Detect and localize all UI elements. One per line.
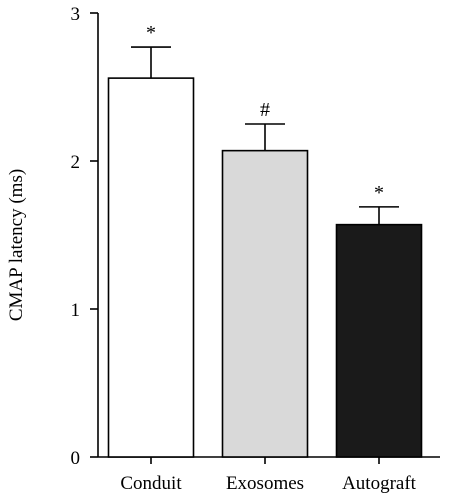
y-tick-label: 3 <box>71 4 81 25</box>
significance-marker: # <box>260 99 270 121</box>
x-tick-label: Conduit <box>120 473 182 494</box>
y-axis-title: CMAP latency (ms) <box>6 169 27 321</box>
y-tick-label: 2 <box>71 152 81 173</box>
bar-exosomes <box>221 149 309 458</box>
significance-marker: * <box>146 22 156 44</box>
y-ticks: 0 1 2 3 <box>71 4 98 469</box>
y-tick-label: 0 <box>71 448 81 469</box>
significance-marker: * <box>374 182 384 204</box>
x-tick-label: Autograft <box>342 473 417 494</box>
bar-conduit <box>107 77 195 458</box>
bars: * # * <box>107 22 423 458</box>
y-axis: 0 1 2 3 CMAP latency (ms) <box>6 4 99 469</box>
y-tick-label: 1 <box>71 300 81 321</box>
x-ticks: Conduit Exosomes Autograft <box>120 457 417 494</box>
x-axis: Conduit Exosomes Autograft <box>98 456 440 494</box>
x-tick-label: Exosomes <box>226 473 304 494</box>
bar-autograft <box>335 223 423 458</box>
